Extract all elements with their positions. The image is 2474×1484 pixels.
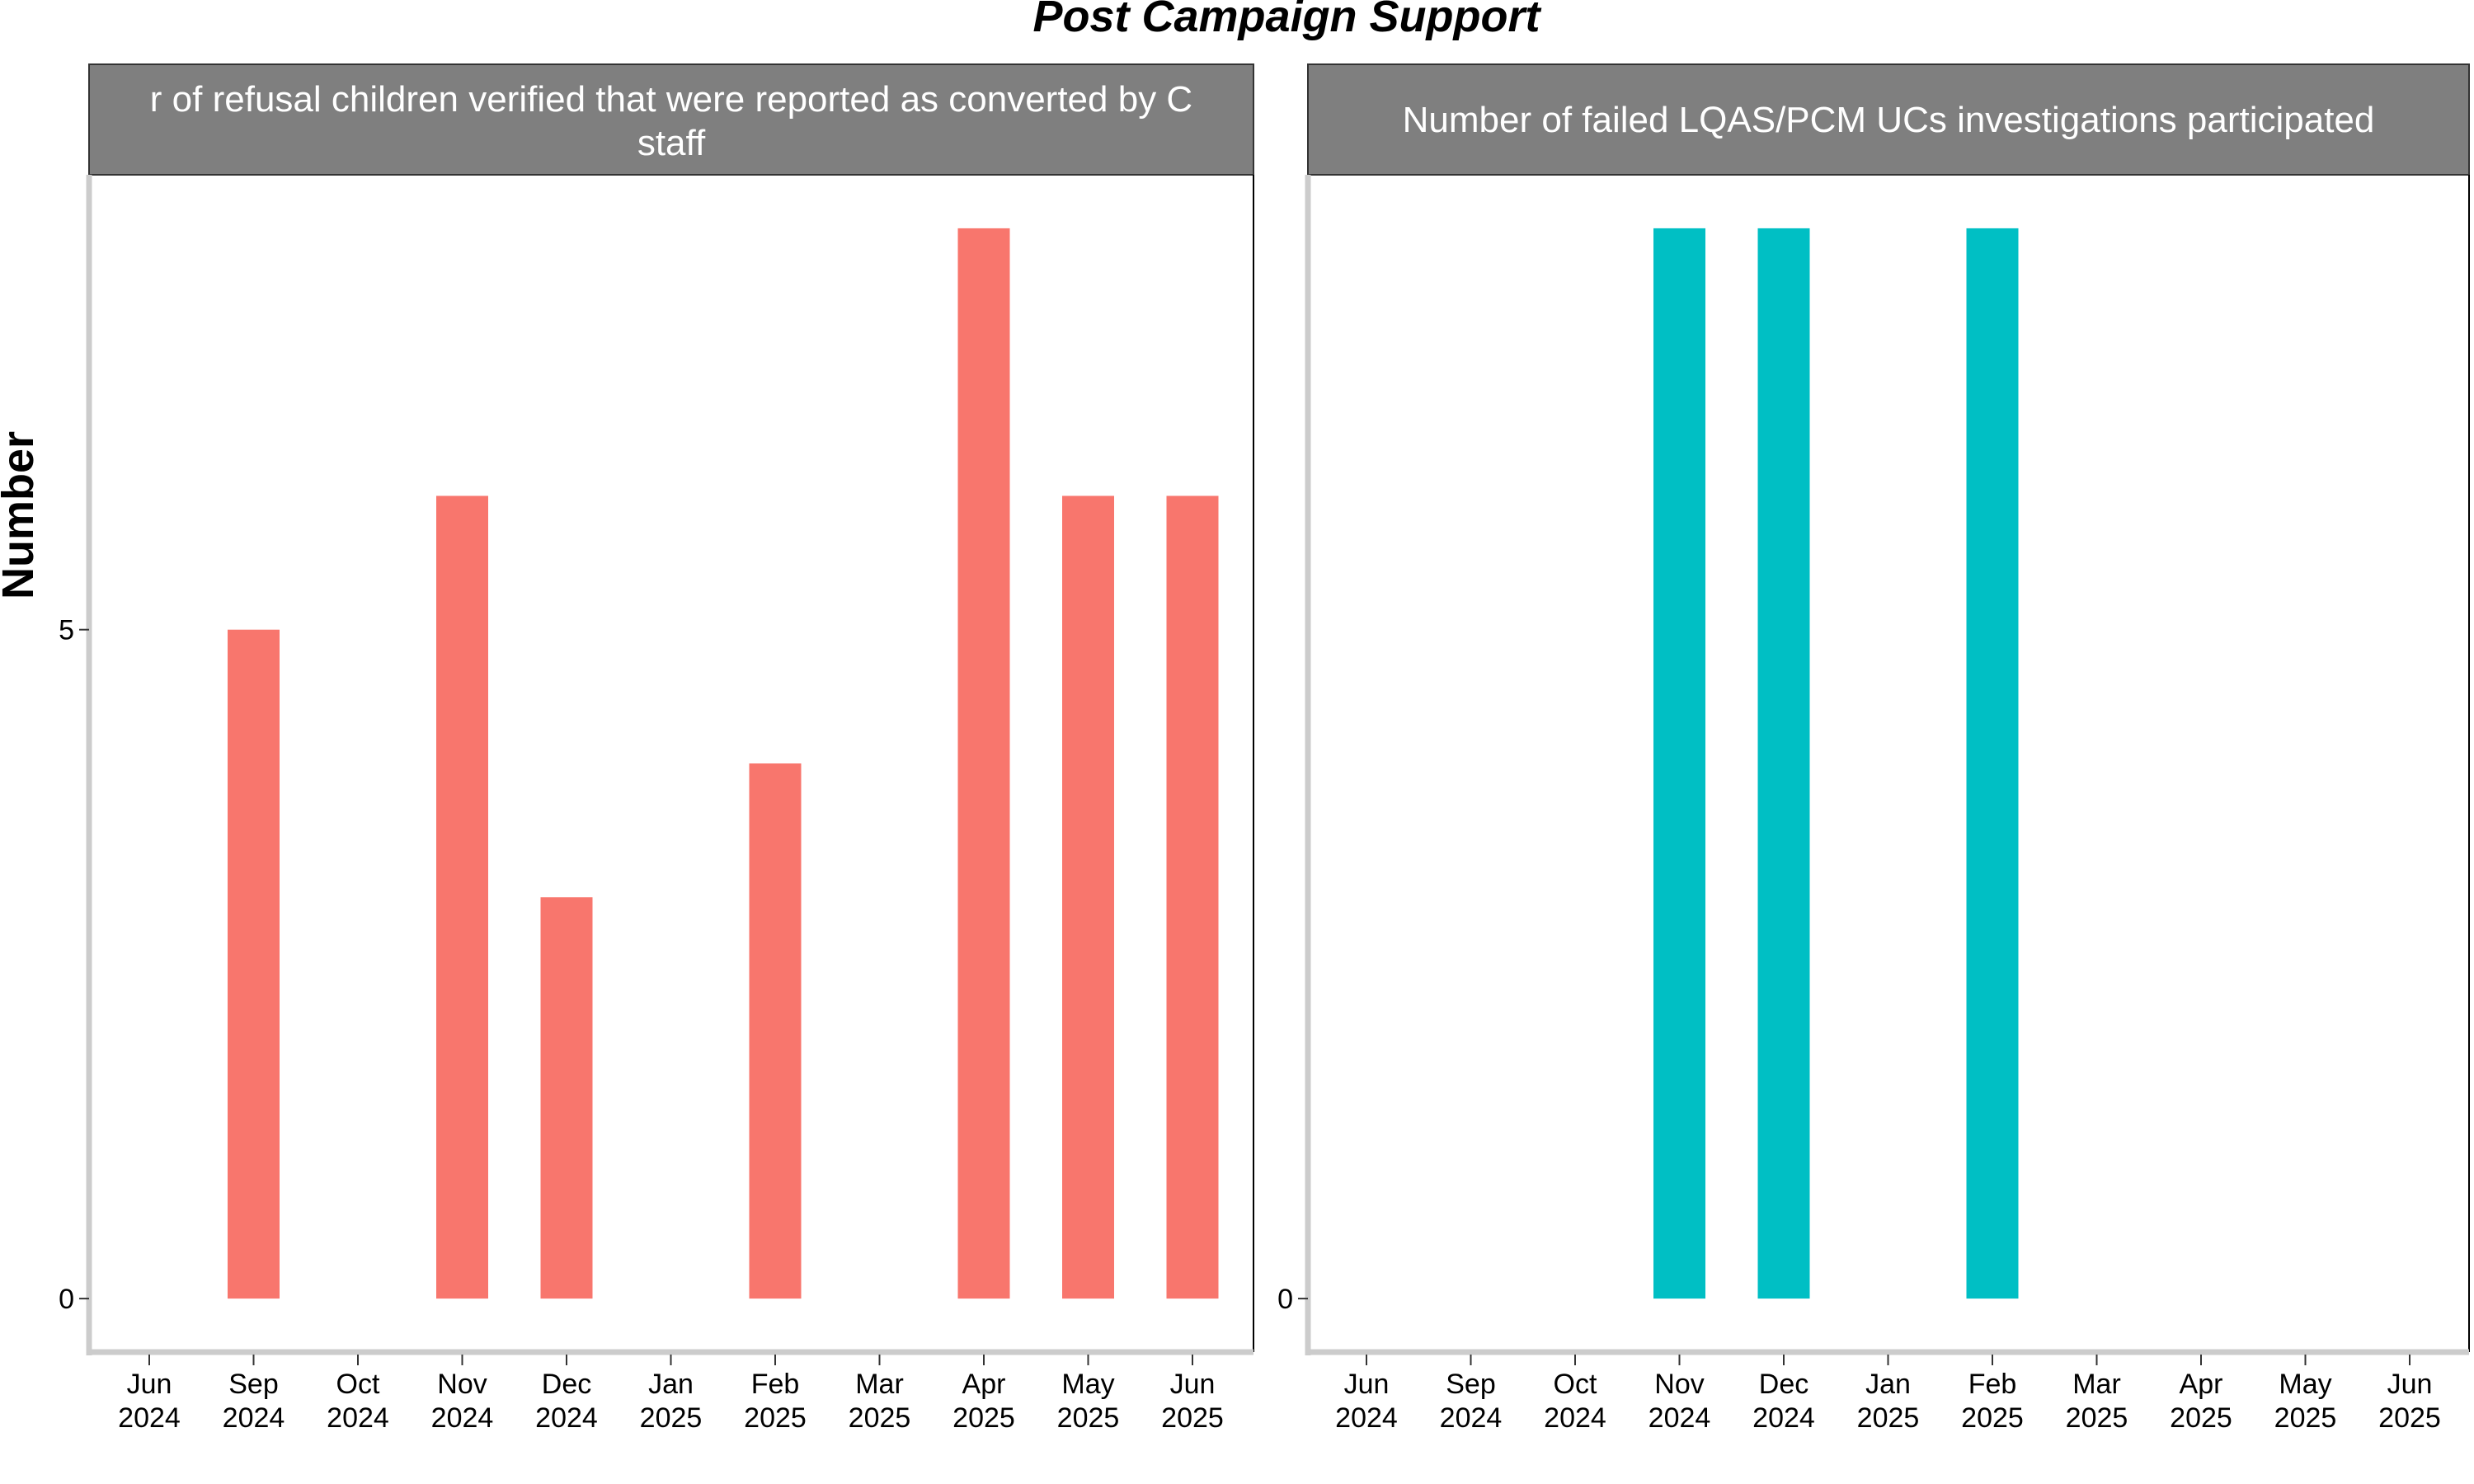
x-tick-label-month: May (2279, 1369, 2331, 1400)
strip-background (88, 63, 1254, 176)
x-tick-label-month: Jan (648, 1369, 694, 1400)
x-tick-label-month: Oct (336, 1369, 380, 1400)
x-tick-label-month: Apr (2180, 1369, 2223, 1400)
x-tick-label-month: May (1061, 1369, 1114, 1400)
bar-sep-2024 (228, 629, 280, 1299)
x-tick-label-month: Sep (1446, 1369, 1496, 1400)
x-tick-label-year: 2024 (1544, 1402, 1606, 1434)
bar-dec-2024 (540, 897, 593, 1299)
y-tick-label: 0 (1277, 1284, 1293, 1315)
y-tick-label: 0 (59, 1284, 74, 1315)
strip-label-line-1: Number of failed LQAS/PCM UCs investigat… (1403, 100, 2375, 140)
x-tick-label-year: 2024 (1440, 1402, 1503, 1434)
panel-1: r of refusal children verified that were… (59, 63, 1254, 1434)
x-tick-label-month: Nov (437, 1369, 487, 1400)
x-tick-label-year: 2024 (535, 1402, 598, 1434)
x-tick-label-year: 2025 (2066, 1402, 2128, 1434)
x-tick-label-year: 2024 (431, 1402, 494, 1434)
x-tick-label-month: Feb (751, 1369, 800, 1400)
x-tick-label-month: Jun (2387, 1369, 2433, 1400)
x-tick-label-year: 2025 (1857, 1402, 1920, 1434)
x-tick-label-year: 2024 (327, 1402, 389, 1434)
x-tick-label-month: Mar (855, 1369, 904, 1400)
y-axis-label: Number (0, 431, 43, 599)
x-tick-label-month: Mar (2072, 1369, 2121, 1400)
x-tick-label-year: 2024 (223, 1402, 285, 1434)
x-tick-label-month: Nov (1654, 1369, 1704, 1400)
x-tick-label-year: 2024 (118, 1402, 181, 1434)
x-tick-label-year: 2024 (1752, 1402, 1815, 1434)
x-tick-label-year: 2025 (2170, 1402, 2232, 1434)
x-tick-label-month: Jun (127, 1369, 172, 1400)
x-tick-label-year: 2024 (1649, 1402, 1711, 1434)
x-tick-label-year: 2025 (952, 1402, 1015, 1434)
bar-jun-2025 (1166, 495, 1219, 1299)
x-tick-label-month: Jan (1865, 1369, 1911, 1400)
bar-dec-2024 (1757, 228, 1810, 1299)
bar-may-2025 (1062, 495, 1114, 1299)
bar-feb-2025 (1966, 228, 2019, 1299)
strip-background (1307, 63, 2470, 176)
chart-title: Post Campaign Support (1032, 0, 1541, 41)
bar-nov-2024 (1653, 228, 1705, 1299)
x-tick-label-year: 2025 (849, 1402, 911, 1434)
x-tick-label-month: Apr (962, 1369, 1006, 1400)
x-tick-label-month: Oct (1554, 1369, 1597, 1400)
x-tick-label-month: Sep (228, 1369, 279, 1400)
x-tick-label-year: 2025 (1961, 1402, 2024, 1434)
x-tick-label-month: Dec (542, 1369, 591, 1400)
bar-apr-2025 (957, 228, 1010, 1299)
x-tick-label-month: Feb (1968, 1369, 2017, 1400)
panel-2: Number of failed LQAS/PCM UCs investigat… (1277, 63, 2470, 1434)
y-tick-label: 5 (59, 615, 74, 646)
x-tick-label-year: 2025 (1161, 1402, 1224, 1434)
x-tick-label-month: Jun (1344, 1369, 1390, 1400)
x-tick-label-year: 2024 (1335, 1402, 1398, 1434)
x-tick-label-year: 2025 (1057, 1402, 1120, 1434)
x-tick-label-month: Jun (1170, 1369, 1216, 1400)
bar-nov-2024 (436, 495, 488, 1299)
x-tick-label-year: 2025 (640, 1402, 703, 1434)
bar-feb-2025 (749, 763, 802, 1299)
x-tick-label-month: Dec (1759, 1369, 1808, 1400)
strip-label-line-1: r of refusal children verified that were… (150, 79, 1192, 120)
x-tick-label-year: 2025 (2378, 1402, 2441, 1434)
strip-label-line-2: staff (637, 123, 706, 163)
x-tick-label-year: 2025 (744, 1402, 807, 1434)
strip-label-group: Number of failed LQAS/PCM UCs investigat… (1403, 100, 2375, 140)
strip-label-group: r of refusal children verified that were… (150, 79, 1192, 163)
x-tick-label-year: 2025 (2274, 1402, 2337, 1434)
panels: r of refusal children verified that were… (59, 63, 2470, 1434)
